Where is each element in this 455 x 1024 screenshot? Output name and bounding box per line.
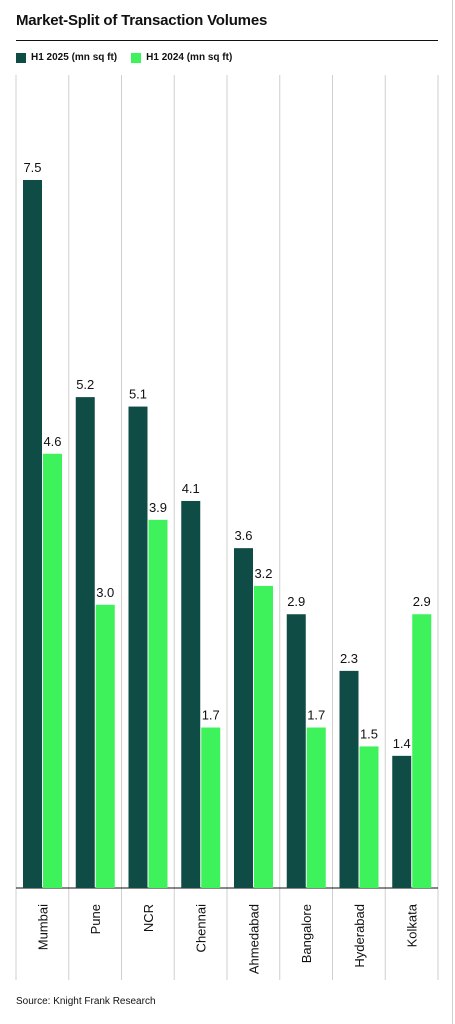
legend-item-h1-2024: H1 2024 (mn sq ft) bbox=[131, 52, 232, 63]
category-label-ncr: NCR bbox=[141, 904, 156, 932]
bar-h1-2025-hyderabad bbox=[339, 670, 359, 888]
legend-swatch-h1-2024 bbox=[131, 52, 142, 63]
data-label: 3.2 bbox=[254, 566, 272, 581]
data-label: 1.4 bbox=[393, 736, 411, 751]
bar-h1-2025-chennai bbox=[181, 500, 201, 888]
data-label: 2.3 bbox=[340, 651, 358, 666]
data-label: 2.9 bbox=[287, 594, 305, 609]
chart-title: Market-Split of Transaction Volumes bbox=[16, 12, 268, 29]
category-label-bangalore: Bangalore bbox=[299, 904, 314, 963]
data-label: 1.5 bbox=[360, 726, 378, 741]
data-label: 7.5 bbox=[23, 160, 41, 175]
source-note: Source: Knight Frank Research bbox=[16, 996, 156, 1007]
bar-h1-2025-mumbai bbox=[23, 180, 42, 888]
bar-h1-2025-ncr bbox=[128, 406, 148, 888]
data-label: 1.7 bbox=[307, 708, 325, 723]
bar-h1-2024-pune bbox=[95, 604, 115, 888]
bar-h1-2024-chennai bbox=[201, 727, 221, 888]
bar-h1-2025-ahmedabad bbox=[234, 548, 253, 888]
data-label: 3.0 bbox=[96, 585, 114, 600]
legend-label-h1-2024: H1 2024 (mn sq ft) bbox=[146, 52, 233, 63]
bar-h1-2024-ahmedabad bbox=[254, 585, 273, 888]
data-label: 5.1 bbox=[129, 387, 147, 402]
data-label: 5.2 bbox=[76, 377, 94, 392]
category-label-hyderabad: Hyderabad bbox=[352, 904, 367, 968]
category-label-pune: Pune bbox=[88, 904, 103, 934]
legend-label-h1-2025: H1 2025 (mn sq ft) bbox=[31, 52, 118, 63]
bar-h1-2024-mumbai bbox=[43, 453, 62, 888]
bar-h1-2024-bangalore bbox=[306, 727, 326, 888]
data-label: 4.6 bbox=[43, 434, 61, 449]
category-label-mumbai: Mumbai bbox=[35, 904, 50, 950]
bar-h1-2024-ncr bbox=[148, 519, 168, 888]
category-label-chennai: Chennai bbox=[194, 904, 209, 953]
legend-item-h1-2025: H1 2025 (mn sq ft) bbox=[16, 52, 117, 63]
data-label: 2.9 bbox=[413, 594, 431, 609]
data-label: 3.9 bbox=[149, 500, 167, 515]
data-label: 3.6 bbox=[234, 528, 252, 543]
title-divider bbox=[16, 40, 438, 41]
data-label: 1.7 bbox=[202, 708, 220, 723]
category-label-ahmedabad: Ahmedabad bbox=[246, 904, 261, 974]
page-edge-divider bbox=[452, 0, 453, 1024]
bar-h1-2024-kolkata bbox=[412, 614, 432, 888]
legend: H1 2025 (mn sq ft) H1 2024 (mn sq ft) bbox=[16, 52, 232, 63]
bar-h1-2025-pune bbox=[75, 397, 95, 888]
bar-h1-2024-hyderabad bbox=[359, 746, 379, 888]
category-label-kolkata: Kolkata bbox=[405, 903, 420, 947]
bar-h1-2025-kolkata bbox=[392, 755, 412, 888]
bar-h1-2025-bangalore bbox=[286, 614, 306, 888]
legend-swatch-h1-2025 bbox=[16, 52, 26, 63]
data-label: 4.1 bbox=[182, 481, 200, 496]
